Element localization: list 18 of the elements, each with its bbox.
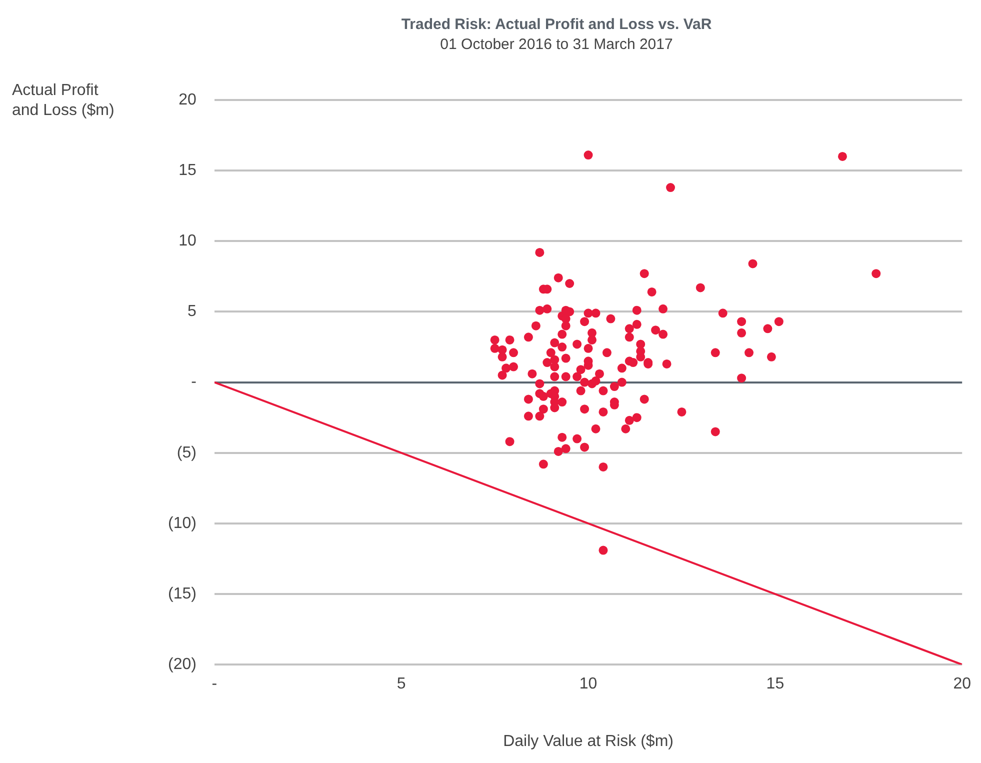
x-tick-label: 5	[396, 676, 406, 693]
y-axis-title: Actual Profit and Loss ($m)	[12, 81, 116, 121]
x-axis-title: Daily Value at Risk ($m)	[503, 732, 674, 750]
y-tick-label: 10	[178, 232, 197, 250]
y-tick-label: (5)	[176, 444, 196, 462]
y-tick-label: 5	[188, 303, 197, 320]
x-tick-label: -	[212, 676, 218, 693]
chart-title: Traded Risk: Actual Profit and Loss vs. VaR	[401, 16, 712, 34]
x-tick-label: 15	[766, 676, 784, 693]
y-tick-label: 15	[178, 162, 197, 179]
chart-subtitle: 01 October 2016 to 31 March 2017	[440, 36, 673, 54]
x-tick-label: 20	[953, 676, 972, 693]
y-tick-label: (20)	[168, 656, 196, 674]
y-tick-label: (15)	[168, 585, 196, 602]
y-tick-label: 20	[178, 91, 197, 108]
x-tick-label: 10	[579, 676, 598, 693]
y-tick-label: -	[191, 374, 196, 391]
y-tick-label: (10)	[168, 514, 196, 532]
